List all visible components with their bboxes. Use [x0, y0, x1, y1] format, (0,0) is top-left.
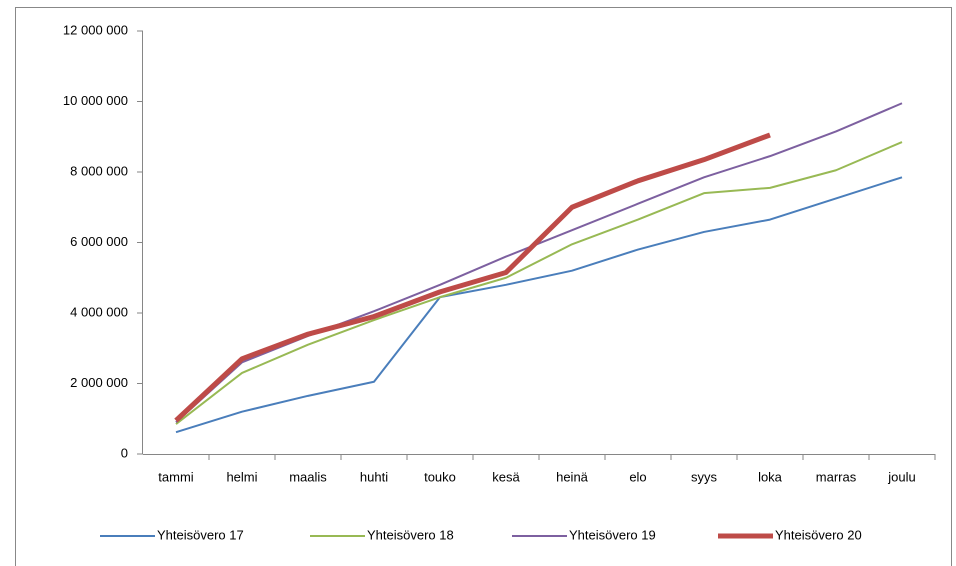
- y-tick-label: 2 000 000: [70, 375, 128, 390]
- chart-border: [15, 7, 952, 566]
- legend-label: Yhteisövero 19: [569, 527, 656, 542]
- y-tick-label: 6 000 000: [70, 234, 128, 249]
- legend-label: Yhteisövero 18: [367, 527, 454, 542]
- x-tick-label: helmi: [226, 469, 257, 484]
- x-tick-label: marras: [816, 469, 857, 484]
- x-tick-label: elo: [629, 469, 646, 484]
- x-tick-label: heinä: [556, 469, 589, 484]
- series-line: [174, 132, 771, 423]
- x-tick-label: kesä: [492, 469, 520, 484]
- y-tick-label: 4 000 000: [70, 304, 128, 319]
- series-line: [175, 176, 903, 434]
- x-tick-label: syys: [691, 469, 718, 484]
- x-tick-label: tammi: [158, 469, 194, 484]
- y-tick-label: 8 000 000: [70, 163, 128, 178]
- y-tick-label: 12 000 000: [63, 22, 128, 37]
- series-line: [175, 141, 903, 425]
- x-tick-label: loka: [758, 469, 783, 484]
- x-tick-label: touko: [424, 469, 456, 484]
- y-tick-label: 10 000 000: [63, 93, 128, 108]
- legend-label: Yhteisövero 20: [775, 527, 862, 542]
- x-tick-label: huhti: [360, 469, 388, 484]
- y-tick-label: 0: [121, 445, 128, 460]
- x-tick-label: maalis: [289, 469, 327, 484]
- x-tick-label: joulu: [887, 469, 915, 484]
- legend-label: Yhteisövero 17: [157, 527, 244, 542]
